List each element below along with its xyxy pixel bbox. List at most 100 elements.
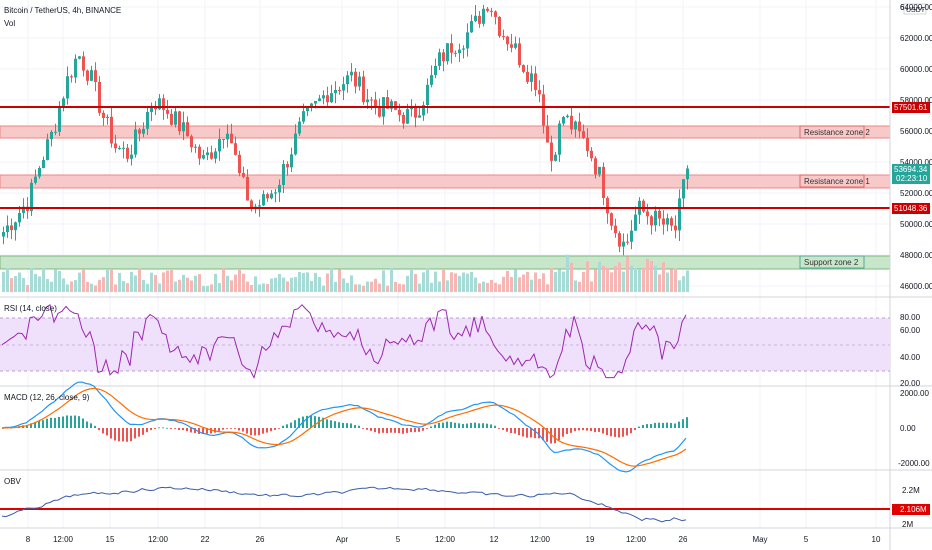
volume-bar [34,273,37,292]
volume-bar [410,268,413,292]
macd-hist-bar [382,428,384,433]
macd-hist-bar [514,428,516,434]
candle-body [378,107,381,117]
volume-bar [670,269,673,292]
candle-body [510,44,513,48]
time-tick: May [752,535,767,544]
macd-hist-bar [322,417,324,428]
volume-bar [270,278,273,292]
volume-bar [514,269,517,292]
macd-hist-bar [534,428,536,439]
macd-hist-bar [666,422,668,428]
candle-body [522,65,525,72]
volume-bar [590,281,593,292]
resistance-zone-2-label: Resistance zone 2 [804,128,870,137]
macd-hist-bar [182,428,184,431]
volume-bar [66,284,69,292]
candle-body [90,70,93,81]
macd-hist-bar [78,416,80,428]
candle-body [546,125,549,143]
candle-body [270,193,273,199]
volume-bar [106,270,109,292]
candle-body [574,121,577,130]
volume-bar [162,272,165,292]
volume-bar [494,282,497,292]
macd-hist-bar [622,428,624,437]
volume-bar [306,272,309,292]
macd-label: MACD (12, 26, close, 9) [4,393,90,402]
volume-bar [382,270,385,292]
price-tick: 60000.00 [900,65,932,74]
volume-bar [546,284,549,292]
candle-body [74,58,77,78]
candle-body [70,76,73,78]
volume-bar [170,270,173,292]
macd-hist-bar [134,428,136,439]
time-tick: 12:00 [435,535,456,544]
volume-bar [110,268,113,292]
candle-body [578,121,581,132]
candle-body [34,176,37,183]
volume-bar [686,270,689,292]
macd-hist-bar [106,428,108,436]
macd-hist-bar [606,428,608,436]
volume-bar [570,262,573,292]
candle-body [274,192,277,194]
macd-hist-bar [454,422,456,428]
volume-bar [18,272,21,292]
candle-body [14,222,17,231]
countdown-value: 02:23:10 [896,174,928,183]
candle-body [398,109,401,115]
volume-bar [254,276,257,292]
volume-bar [402,284,405,292]
macd-hist-bar [46,418,48,428]
macd-hist-bar [662,422,664,428]
candle-body [462,48,465,50]
macd-hist-bar [482,423,484,428]
volume-bar [158,283,161,292]
volume-bar [186,277,189,292]
rsi-pane: RSI (14, close) [0,304,890,379]
candle-body [422,105,425,116]
volume-bar [478,283,481,292]
candle-body [234,143,237,155]
candles [2,4,689,256]
candle-body [526,71,529,82]
candle-body [146,112,149,129]
signal-line [1,387,687,467]
candle-body [314,101,317,104]
volume-bar [398,283,401,292]
price-axis[interactable]: 6 USDT 64000.0062000.0060000.0058000.005… [892,3,932,291]
volume-bar [562,271,565,292]
candle-body [614,225,617,234]
macd-hist-bar [570,428,572,433]
macd-hist-bar [362,428,364,429]
volume-bar [674,268,677,292]
time-axis[interactable]: 8 12:00 15 12:00 22 26 Apr 5 12:00 12 12:00 19 12:00… [26,535,881,544]
macd-hist-bar [54,417,56,428]
candle-body [534,73,537,91]
candle-body [142,128,145,134]
macd-hist-bar [598,428,600,432]
volume-bar [130,271,133,292]
macd-hist-bar [326,419,328,428]
macd-hist-bar [146,428,148,433]
macd-hist-bar [50,417,52,428]
macd-hist-bar [114,428,116,441]
volume-bar [366,281,369,292]
candle-body [130,154,133,159]
volume-bar [354,284,357,292]
macd-hist-bar [430,426,432,428]
candle-body [86,70,89,81]
volume-bar [550,268,553,292]
macd-hist-bar [574,428,576,432]
volume-bar [282,277,285,292]
macd-hist-bar [522,428,524,437]
candle-body [594,158,597,175]
candle-body [662,218,665,225]
macd-hist-bar [586,428,588,431]
macd-hist-bar [306,415,308,428]
volume-bar [654,265,657,292]
candle-body [566,115,569,118]
